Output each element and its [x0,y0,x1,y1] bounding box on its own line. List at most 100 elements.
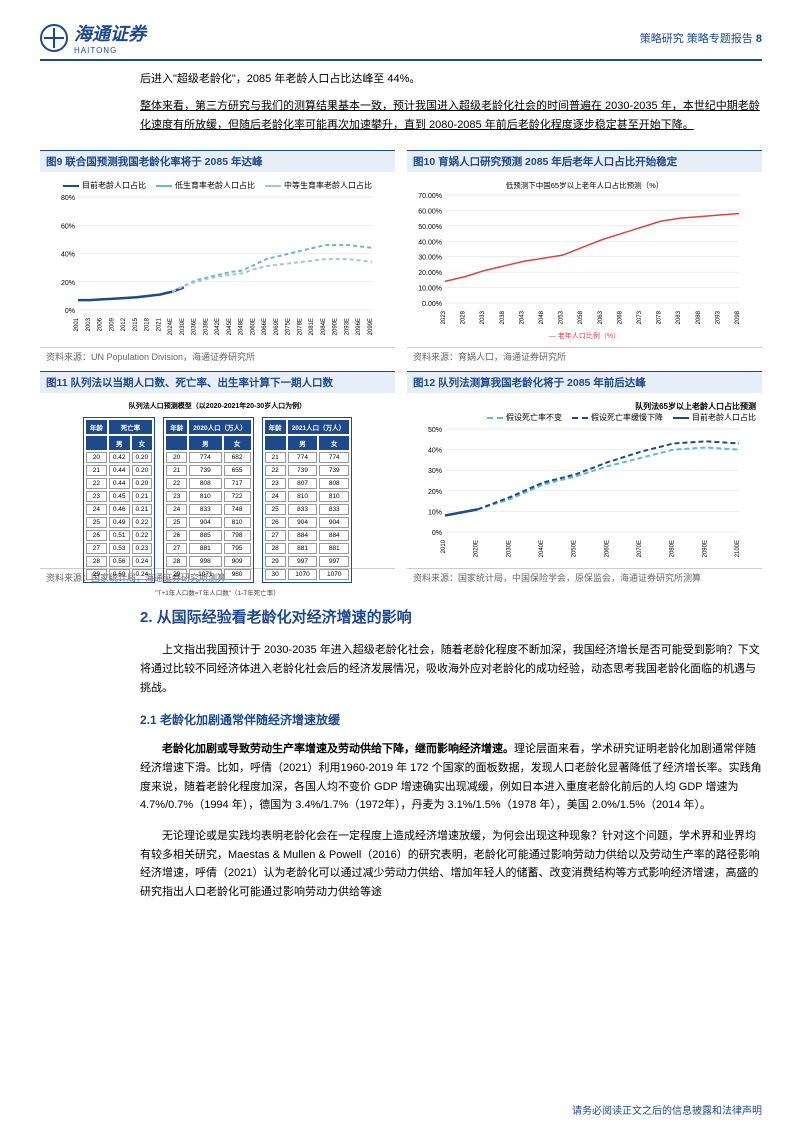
svg-text:2020E: 2020E [474,540,480,557]
svg-text:0%: 0% [65,308,75,315]
haitong-logo-icon [40,24,68,52]
fig12-title: 图12 队列法测算我国老龄化将于 2085 年前后达峰 [407,372,762,393]
svg-text:2070E: 2070E [637,540,643,557]
svg-text:2018: 2018 [145,318,151,332]
svg-text:2015: 2015 [133,318,139,332]
svg-text:2038: 2038 [500,311,506,325]
svg-text:2090E: 2090E [702,540,708,557]
section-21-p2: 无论理论或是实践均表明老龄化会在一定程度上造成经济增速放缓，为何会出现这种现象？… [140,827,762,902]
svg-text:2030E: 2030E [180,318,186,335]
svg-text:2040E: 2040E [539,540,545,557]
svg-text:2078E: 2078E [297,318,303,335]
svg-text:2075E: 2075E [286,318,292,335]
fig11-tables: 年龄死亡率男女200.420.20210.440.20220.440.20230… [46,413,389,583]
svg-text:2068: 2068 [617,311,623,325]
svg-text:2090E: 2090E [333,318,339,335]
svg-text:2030E: 2030E [506,540,512,557]
svg-text:10.00%: 10.00% [418,286,442,293]
fig12-source: 资料来源：国家统计局，中国保险学会，原保监会，海通证券研究所测算 [407,568,762,586]
fig12-legend: 假设死亡率不变 假设死亡率缓慢下降 目前老龄人口占比 [413,412,756,423]
svg-text:40%: 40% [428,448,442,455]
disclaimer-footer: 请务必阅读正文之后的信息披露和法律声明 [572,1102,762,1117]
svg-text:2096E: 2096E [356,318,362,335]
fig9-source: 资料来源：UN Population Division，海通证券研究所 [40,347,395,365]
company-name-en: HAITONG [74,46,146,55]
svg-text:2033: 2033 [480,311,486,325]
report-type: 策略研究 策略专题报告 [640,33,753,45]
figure-10: 图10 育娲人口研究预测 2085 年后老年人口占比开始稳定 低预测下中国65岁… [407,150,762,365]
fig12-chart: 0%10%20%30%40%50%20102020E2030E2040E2050… [413,425,743,560]
svg-text:0.00%: 0.00% [422,301,442,308]
svg-text:2084E: 2084E [321,318,327,335]
section-2-intro: 上文指出我国预计于 2030-2035 年进入超级老龄化社会，随着老龄化程度不断… [140,641,762,697]
svg-text:2003: 2003 [86,318,92,332]
svg-text:2100E: 2100E [735,540,741,557]
svg-text:2080E: 2080E [670,540,676,557]
svg-text:2045E: 2045E [227,318,233,335]
section-2-title: 2. 从国际经验看老龄化对经济增速的影响 [140,606,762,627]
svg-text:0%: 0% [432,530,442,537]
svg-text:2099E: 2099E [368,318,374,335]
fig9-legend: 目前老龄人口占比 低生育率老龄人口占比 中等生育率老龄人口占比 [46,180,389,191]
svg-text:2010: 2010 [441,540,447,554]
svg-text:30%: 30% [428,468,442,475]
svg-text:2023: 2023 [441,311,447,325]
section-21-p1: 老龄化加剧或导致劳动生产率增速及劳动供给下降，继而影响经济增速。理论层面来看，学… [140,740,762,815]
svg-text:2093E: 2093E [344,318,350,335]
figure-12: 图12 队列法测算我国老龄化将于 2085 年前后达峰 队列法65岁以上老龄人口… [407,371,762,586]
company-name-cn: 海通证券 [74,20,146,46]
logo: 海通证券 HAITONG [40,20,146,55]
page-header: 海通证券 HAITONG 策略研究 策略专题报告 8 [40,20,762,61]
svg-text:2053: 2053 [559,311,565,325]
svg-text:2012: 2012 [121,318,127,332]
fig9-title: 图9 联合国预测我国老龄化率将于 2085 年达峰 [40,151,395,172]
svg-text:2098: 2098 [735,311,741,325]
svg-text:2060E: 2060E [250,318,256,335]
svg-text:2063: 2063 [598,311,604,325]
svg-text:20%: 20% [428,489,442,496]
figure-11: 图11 队列法以当期人口数、死亡率、出生率计算下一期人口数 队列法人口预测模型（… [40,371,395,586]
svg-text:60.00%: 60.00% [418,209,442,216]
svg-text:2073: 2073 [637,311,643,325]
svg-text:2036E: 2036E [192,318,198,335]
fig10-source: 资料来源：育娲人口，海通证券研究所 [407,347,762,365]
fig11-title: 图11 队列法以当期人口数、死亡率、出生率计算下一期人口数 [40,372,395,393]
svg-text:2083: 2083 [676,311,682,325]
fig12-legend-title: 队列法65岁以上老龄人口占比预测 [413,401,756,412]
fig11-caption: 队列法人口预测模型（以2020-2021年20-30岁人口为例） [46,401,389,411]
svg-text:2039E: 2039E [203,318,209,335]
svg-text:2078: 2078 [657,311,663,325]
svg-text:2006: 2006 [98,318,104,332]
svg-text:2066E: 2066E [262,318,268,335]
fig10-note: 低预测下中国65岁以上老年人口占比预测（%） [413,180,756,191]
svg-text:2048E: 2048E [239,318,245,335]
svg-text:20.00%: 20.00% [418,270,442,277]
svg-text:2048: 2048 [539,311,545,325]
header-right: 策略研究 策略专题报告 8 [640,30,762,46]
intro-line1: 后进入"超级老龄化"，2085 年老龄人口占比达峰至 44%。 [140,71,762,89]
svg-text:50%: 50% [428,427,442,434]
svg-text:2069E: 2069E [274,318,280,335]
svg-text:70.00%: 70.00% [418,193,442,200]
section-21-title: 2.1 老龄化加剧通常伴随经济增速放缓 [140,711,762,728]
figure-9: 图9 联合国预测我国老龄化率将于 2085 年达峰 目前老龄人口占比 低生育率老… [40,150,395,365]
fig11-formula: "T+1年人口数=T年人口数"（1-T年死亡率） [46,587,389,597]
svg-text:2081E: 2081E [309,318,315,335]
svg-text:20%: 20% [61,280,75,287]
svg-text:2060E: 2060E [604,540,610,557]
svg-text:10%: 10% [428,510,442,517]
page-number: 8 [756,33,762,45]
svg-text:50.00%: 50.00% [418,224,442,231]
svg-text:2043: 2043 [519,311,525,325]
svg-text:2058: 2058 [578,311,584,325]
svg-text:2042E: 2042E [215,318,221,335]
svg-text:80%: 80% [61,195,75,202]
svg-text:2001: 2001 [74,318,80,332]
intro-line2: 整体来看，第三方研究与我们的测算结果基本一致，预计我国进入超级老龄化社会的时间普… [140,97,762,137]
fig9-chart: 0%20%40%60%80%20012003200620092012201520… [46,193,376,338]
svg-text:2093: 2093 [715,311,721,325]
svg-text:30.00%: 30.00% [418,255,442,262]
svg-text:2024E: 2024E [168,318,174,335]
fig10-title: 图10 育娲人口研究预测 2085 年后老年人口占比开始稳定 [407,151,762,172]
svg-text:2088: 2088 [696,311,702,325]
